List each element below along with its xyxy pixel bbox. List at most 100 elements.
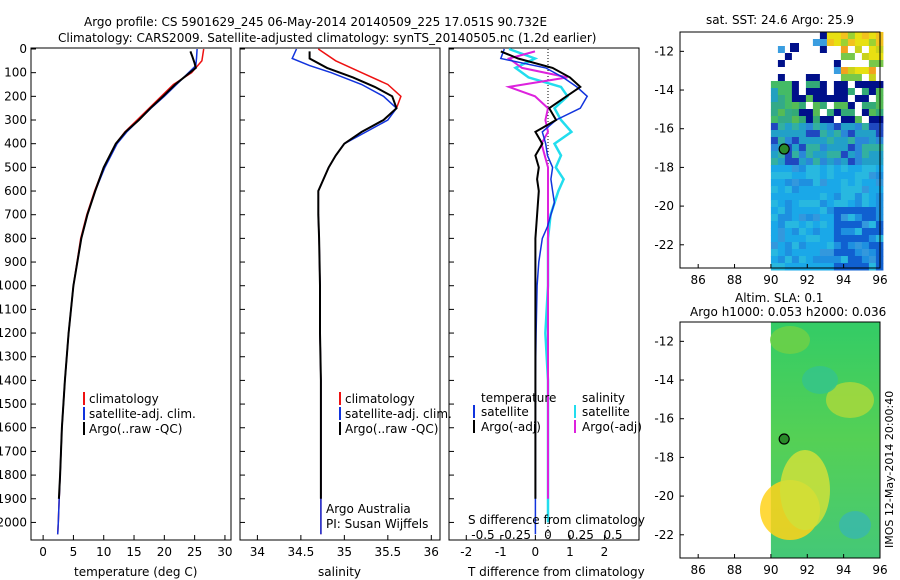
sst-map-cell <box>784 137 793 145</box>
sst-map-cell <box>840 32 849 40</box>
sst-map-cell <box>770 221 779 229</box>
sst-map-cell <box>819 165 828 173</box>
sst-map-cell <box>861 158 870 166</box>
credit-line2: PI: Susan Wijffels <box>326 517 428 531</box>
sst-map-cell <box>784 102 793 110</box>
sst-map-cell <box>777 151 786 159</box>
sst-map-cell <box>819 144 828 152</box>
sst-map-cell <box>784 81 793 89</box>
sst-map-cell <box>854 81 863 89</box>
sst-map-cell <box>861 172 870 180</box>
sst-map-cell <box>868 165 877 173</box>
map-y-tick-label: -22 <box>654 528 674 542</box>
sst-map-cell <box>861 179 870 187</box>
sst-map-cell <box>812 221 821 229</box>
sst-map-cell <box>847 74 856 82</box>
x-tick-label: 0 <box>39 545 47 559</box>
sst-map-cell <box>784 67 793 75</box>
sst-map-cell <box>840 263 849 271</box>
sst-map-cell <box>777 67 786 75</box>
legend-label-temp-argo: Argo(-adj) <box>481 420 541 434</box>
sst-map-cell <box>847 207 856 215</box>
sst-map-cell <box>798 151 807 159</box>
sst-map-cell <box>833 88 842 96</box>
sst-map-cell <box>805 60 814 68</box>
legend-label-argo: Argo(..raw -QC) <box>345 422 438 436</box>
map-x-tick-label: 92 <box>800 563 815 577</box>
s-diff-tick-label: -0.25 <box>500 528 531 542</box>
depth-tick-label: 1400 <box>0 373 27 387</box>
sst-map-cell <box>791 249 800 257</box>
sst-map-cell <box>777 172 786 180</box>
sst-map-cell <box>854 221 863 229</box>
sst-map-cell <box>791 116 800 124</box>
sst-map-cell <box>805 137 814 145</box>
sst-map-cell <box>819 228 828 236</box>
sst-map-cell <box>784 158 793 166</box>
sst-map-cell <box>833 242 842 250</box>
sst-map-cell <box>854 39 863 47</box>
sst-map-cell <box>819 207 828 215</box>
sst-map-cell <box>826 39 835 47</box>
sst-map-cell <box>770 123 779 131</box>
sst-map-cell <box>819 151 828 159</box>
sst-map-cell <box>770 263 779 271</box>
sst-map-cell <box>784 242 793 250</box>
sst-map-cell <box>777 263 786 271</box>
sst-map-cell <box>868 95 877 103</box>
sst-map-cell <box>840 102 849 110</box>
sst-map-cell <box>868 235 877 243</box>
legend-label-satellite: satellite-adj. clim. <box>345 407 452 421</box>
sst-map-cell <box>805 88 814 96</box>
sst-map-cell <box>812 158 821 166</box>
sst-map-cell <box>840 81 849 89</box>
sst-map-cell <box>777 221 786 229</box>
sst-map-cell <box>833 39 842 47</box>
sst-map-cell <box>833 81 842 89</box>
x-tick-label: -2 <box>460 545 472 559</box>
sst-map-cell <box>791 151 800 159</box>
depth-tick-label: 100 <box>4 66 27 80</box>
sst-map-cell <box>861 46 870 54</box>
x-tick-label: 30 <box>217 545 232 559</box>
sst-map-cell <box>798 200 807 208</box>
sst-map-cell <box>826 130 835 138</box>
sst-map-cell <box>868 109 877 117</box>
sst-map-title: sat. SST: 24.6 Argo: 25.9 <box>706 13 854 27</box>
sst-map-cell <box>840 137 849 145</box>
sst-map-cell <box>833 32 842 40</box>
sla-map-blob <box>839 511 871 539</box>
sst-map-cell <box>840 67 849 75</box>
depth-tick-label: 500 <box>4 160 27 174</box>
map-x-tick-label: 94 <box>836 563 851 577</box>
sst-map-cell <box>833 158 842 166</box>
sst-map-cell <box>798 256 807 264</box>
map-x-tick-label: 88 <box>727 563 742 577</box>
map-y-tick-label: -20 <box>654 489 674 503</box>
map-x-tick-label: 94 <box>836 273 851 287</box>
sst-map-cell <box>861 263 870 271</box>
sst-map-cell <box>770 151 779 159</box>
sst-map-cell <box>812 88 821 96</box>
sst-map-cell <box>833 46 842 54</box>
sst-map-cell <box>861 116 870 124</box>
difference-title: S difference from climatology <box>468 513 645 527</box>
sst-map-cell <box>791 67 800 75</box>
sst-map-cell <box>840 123 849 131</box>
sst-map-cell <box>854 46 863 54</box>
sla-map-blob <box>780 450 830 530</box>
sst-map-cell <box>791 130 800 138</box>
sst-map-cell <box>840 88 849 96</box>
sst-map-cell <box>847 249 856 257</box>
sst-map-cell <box>861 53 870 61</box>
sst-map-cell <box>805 263 814 271</box>
sst-map-cell <box>770 32 779 40</box>
sst-map-cell <box>819 242 828 250</box>
sst-map-cell <box>770 235 779 243</box>
sst-map-cell <box>847 123 856 131</box>
sst-map-cell <box>805 235 814 243</box>
sst-map-cell <box>868 207 877 215</box>
sst-map-cell <box>854 53 863 61</box>
sst-map-cell <box>798 67 807 75</box>
map-y-tick-label: -18 <box>654 160 674 174</box>
